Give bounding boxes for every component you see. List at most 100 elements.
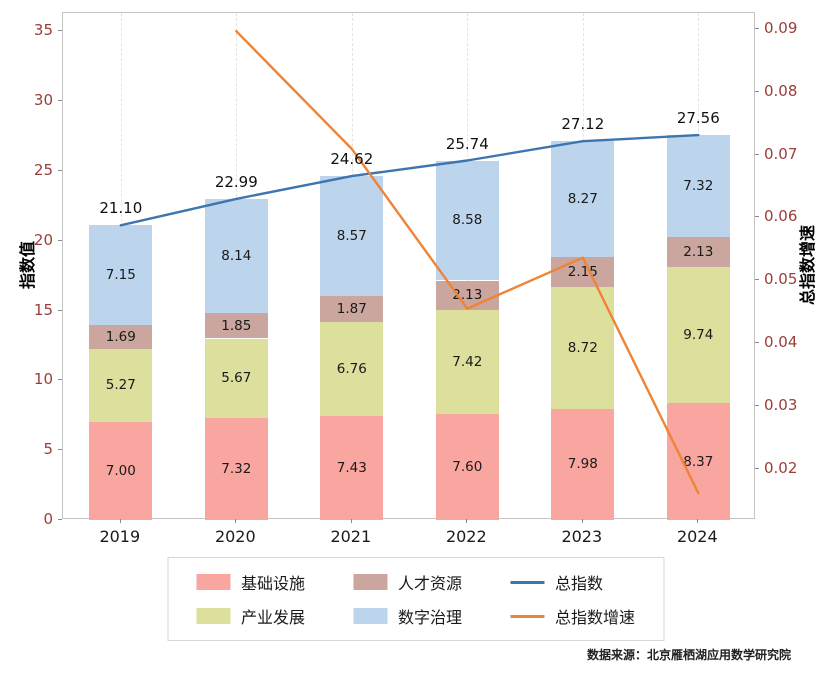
line-series-layer [119, 30, 700, 495]
tick-mark [58, 449, 62, 451]
x-tick-label: 2020 [214, 527, 256, 546]
total-value-label: 21.10 [99, 199, 143, 218]
tick-mark [58, 239, 62, 241]
total-value-label: 22.99 [214, 172, 258, 191]
tick-mark [755, 405, 759, 407]
bar-value-label: 8.27 [567, 190, 598, 207]
bar-segment: 1.69 [89, 325, 153, 349]
bar-segment: 6.76 [320, 321, 384, 417]
bar-segment: 5.27 [89, 348, 153, 423]
legend-swatch-patch [352, 608, 387, 624]
bar-value-label: 7.32 [221, 460, 252, 477]
legend-item: 人才资源 [352, 570, 463, 594]
legend-label: 总指数 [555, 574, 604, 593]
bar-segment: 8.37 [666, 403, 730, 520]
tick-mark [58, 100, 62, 101]
legend-label: 基础设施 [240, 574, 305, 593]
bar-value-label: 7.60 [452, 458, 483, 475]
bar-value-label: 7.43 [336, 460, 367, 477]
bar-segment: 7.15 [89, 225, 153, 326]
bar-value-label: 1.87 [336, 300, 367, 317]
total-value-label: 27.56 [676, 109, 720, 128]
bar-value-label: 5.27 [105, 377, 136, 394]
legend-label: 人才资源 [397, 574, 463, 593]
y-left-tick-label: 25 [33, 160, 53, 179]
y-right-tick-label: 0.06 [764, 207, 798, 226]
bar-segment: 7.32 [204, 417, 268, 520]
bar-segment: 7.60 [435, 413, 499, 520]
bar-segment: 7.32 [666, 135, 730, 238]
legend-swatch-patch [195, 608, 230, 624]
bar-value-label: 1.69 [105, 328, 136, 345]
bar-segment: 8.14 [204, 199, 268, 313]
bar-segment: 5.67 [204, 338, 268, 418]
y-right-tick-label: 0.07 [764, 144, 798, 163]
total-value-label: 27.12 [561, 115, 605, 134]
legend-label: 数字治理 [397, 608, 463, 627]
bar-segment: 1.85 [204, 312, 268, 339]
bar-segment: 8.72 [551, 286, 615, 409]
legend-item: 总指数增速 [510, 604, 635, 628]
bar-value-label: 7.98 [567, 456, 598, 473]
tick-mark [58, 169, 62, 171]
bar-value-label: 8.72 [567, 339, 598, 356]
legend-swatch-patch [352, 574, 387, 590]
y-left-tick-label: 10 [33, 370, 53, 389]
bar-segment: 1.87 [320, 295, 384, 322]
tick-mark [235, 519, 237, 523]
y-right-tick-label: 0.02 [764, 459, 798, 477]
bar-segment: 7.98 [551, 408, 615, 520]
bar-value-label: 7.15 [105, 267, 136, 284]
legend-item: 产业发展 [195, 604, 305, 628]
legend: 基础设施产业发展 人才资源数字治理 总指数总指数增速 [166, 557, 665, 641]
tick-mark [58, 379, 62, 381]
y-left-tick-label: 15 [33, 300, 53, 319]
bar-segment: 8.58 [435, 160, 499, 281]
bar-value-label: 8.58 [452, 212, 483, 229]
x-tick-label: 2022 [445, 527, 487, 546]
legend-swatch-line [510, 614, 545, 618]
bar-value-label: 8.57 [336, 227, 367, 244]
tick-mark [58, 309, 62, 311]
legend-item: 总指数 [510, 570, 635, 594]
y-left-tick-label: 30 [33, 91, 53, 109]
bar-value-label: 7.32 [683, 178, 714, 195]
tick-mark [755, 468, 759, 469]
tick-mark [697, 519, 699, 523]
y-right-tick-label: 0.04 [764, 333, 798, 352]
tick-mark [755, 342, 759, 344]
tick-mark [755, 27, 759, 29]
source-note: 数据来源：北京雁栖湖应用数学研究院 [586, 648, 791, 662]
y-right-tick-label: 0.03 [764, 396, 798, 415]
tick-mark [119, 519, 121, 523]
bar-value-label: 1.85 [221, 317, 252, 334]
bar-value-label: 9.74 [683, 327, 714, 344]
tick-mark [58, 30, 62, 32]
legend-label: 产业发展 [240, 608, 305, 627]
x-tick-label: 2019 [99, 527, 141, 546]
bar-segment: 2.13 [666, 237, 730, 267]
y-left-tick-label: 35 [33, 21, 53, 40]
y-left-tick-label: 20 [33, 230, 53, 249]
tick-mark [755, 279, 759, 281]
bar-segment: 2.15 [551, 256, 615, 287]
legend-swatch-patch [195, 574, 230, 590]
bar-segment: 8.57 [320, 176, 384, 296]
right-axis-title: 总指数增速 [798, 224, 817, 306]
bar-segment: 8.27 [551, 141, 615, 257]
bar-value-label: 7.42 [452, 353, 483, 370]
y-left-tick-label: 0 [43, 510, 53, 528]
x-tick-label: 2023 [561, 527, 603, 546]
x-tick-label: 2021 [330, 527, 372, 546]
total-value-label: 24.62 [330, 150, 374, 169]
bar-value-label: 2.13 [683, 244, 714, 261]
bar-segment: 9.74 [666, 267, 730, 404]
y-right-tick-label: 0.09 [764, 18, 798, 37]
legend-item: 基础设施 [195, 570, 305, 594]
y-right-tick-label: 0.05 [764, 270, 798, 289]
tick-mark [755, 216, 759, 218]
legend-swatch-line [510, 580, 545, 584]
y-left-tick-label: 5 [43, 440, 53, 459]
bar-segment: 7.00 [89, 422, 153, 520]
